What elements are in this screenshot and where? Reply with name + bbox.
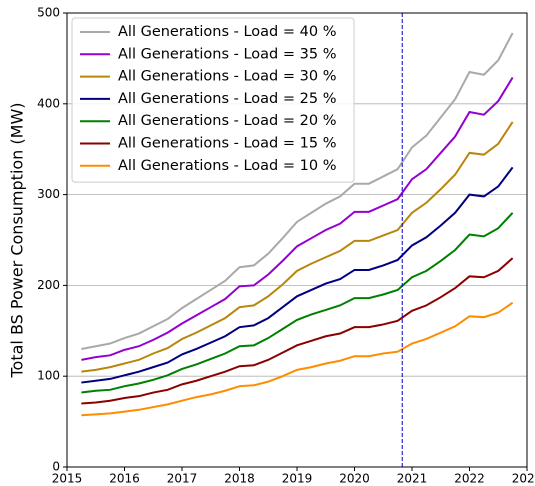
legend-label: All Generations - Load = 20 % xyxy=(118,113,336,129)
y-tick-label: 0 xyxy=(52,460,60,474)
series-line xyxy=(81,32,514,350)
x-tick-label: 2021 xyxy=(397,472,428,486)
legend-label: All Generations - Load = 30 % xyxy=(118,69,336,85)
x-tick-label: 2015 xyxy=(52,472,83,486)
series-line xyxy=(81,166,514,384)
x-tick-label: 2018 xyxy=(224,472,255,486)
x-tick-label: 2019 xyxy=(282,472,313,486)
x-tick-label: 2023 xyxy=(512,472,535,486)
legend-label: All Generations - Load = 15 % xyxy=(118,136,336,152)
series-line xyxy=(81,301,514,417)
series-line xyxy=(81,212,514,394)
series-line xyxy=(81,257,514,405)
x-tick-label: 2020 xyxy=(339,472,370,486)
legend-box xyxy=(71,17,355,183)
x-tick-label: 2017 xyxy=(167,472,198,486)
series-line xyxy=(81,121,514,373)
plot-frame xyxy=(66,12,528,468)
y-tick-label: 500 xyxy=(37,6,60,20)
legend-label: All Generations - Load = 40 % xyxy=(118,24,336,40)
y-tick-label: 400 xyxy=(37,96,60,110)
series-line xyxy=(81,76,514,361)
legend-label: All Generations - Load = 10 % xyxy=(118,158,336,174)
legend-label: All Generations - Load = 25 % xyxy=(118,91,336,107)
y-axis-label: Total BS Power Consumption (MW) xyxy=(8,102,27,378)
y-tick-label: 200 xyxy=(37,278,60,292)
x-tick-label: 2022 xyxy=(454,472,485,486)
legend-label: All Generations - Load = 35 % xyxy=(118,46,336,62)
x-tick-label: 2016 xyxy=(109,472,140,486)
legend: All Generations - Load = 40 % All Generat… xyxy=(71,17,355,183)
y-tick-label: 300 xyxy=(37,187,60,201)
y-tick-label: 100 xyxy=(37,369,60,383)
